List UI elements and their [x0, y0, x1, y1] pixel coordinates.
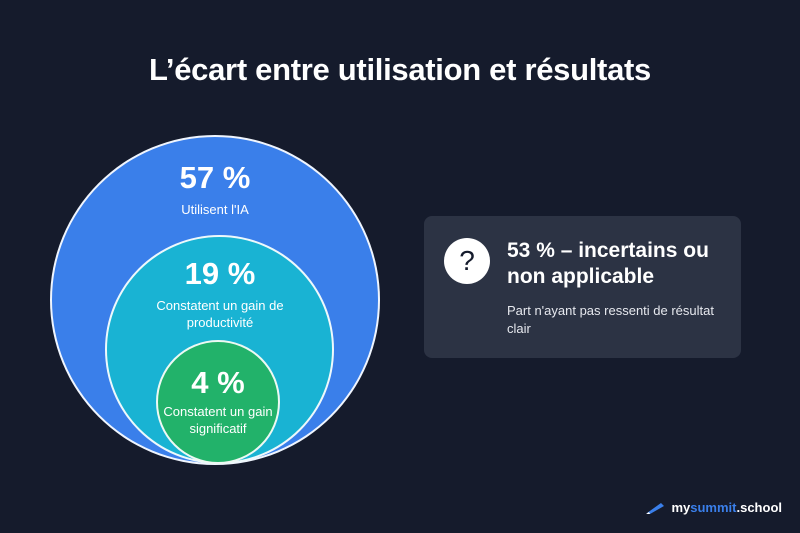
outer-circle-text: Utilisent l'IA [181, 202, 249, 217]
question-icon: ? [444, 238, 490, 284]
inner-circle-text: Constatent un gain significatif [163, 404, 273, 436]
inner-circle [156, 340, 280, 464]
logo-highlight: summit [690, 500, 737, 515]
card-description: Part n'ayant pas ressenti de résultat cl… [507, 303, 714, 336]
page-title: L’écart entre utilisation et résultats [149, 52, 651, 87]
outer-circle-label: 57 % Utilisent l'IA [115, 162, 315, 218]
logo-prefix: my [671, 500, 691, 515]
inner-circle-value: 4 % [191, 365, 245, 400]
uncertain-card: ? 53 % – incertains ou non applicable Pa… [424, 216, 741, 358]
middle-circle-label: 19 % Constatent un gain de productivité [135, 258, 305, 331]
logo-suffix: .school [736, 500, 782, 515]
brand-logo: my summit .school [645, 500, 782, 515]
pen-icon [646, 502, 665, 514]
middle-circle-text: Constatent un gain de productivité [156, 298, 284, 330]
outer-circle-value: 57 % [179, 160, 251, 195]
card-title: 53 % – incertains ou non applicable [507, 239, 709, 288]
inner-circle-label: 4 % Constatent un gain significatif [160, 367, 276, 437]
middle-circle-value: 19 % [184, 256, 256, 291]
